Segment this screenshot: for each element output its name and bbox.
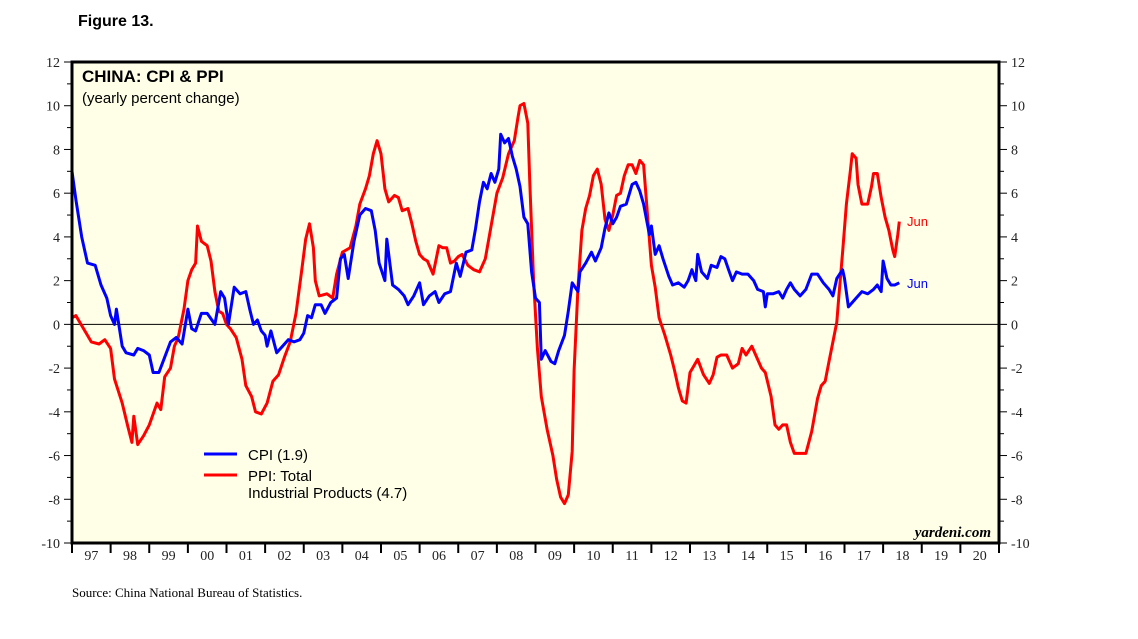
ppi-end-label: Jun (907, 214, 928, 229)
y-tick-label-left: 6 (53, 187, 60, 202)
x-tick-label: 06 (432, 549, 446, 564)
chart-title: CHINA: CPI & PPI (82, 67, 224, 86)
y-tick-label-left: 12 (46, 56, 60, 71)
y-tick-label-left: -10 (41, 537, 60, 552)
x-tick-label: 99 (162, 549, 176, 564)
legend-label-cpi: CPI (1.9) (248, 447, 308, 464)
y-tick-label-right: 6 (1011, 187, 1018, 202)
y-tick-label-left: 2 (53, 275, 60, 290)
ppi-line (71, 102, 901, 506)
x-tick-label: 98 (123, 549, 137, 564)
y-tick-label-left: -2 (48, 362, 60, 377)
x-tick-label: 08 (509, 549, 523, 564)
x-tick-label: 05 (393, 549, 407, 564)
y-tick-label-right: -8 (1011, 493, 1023, 508)
x-tick-label: 04 (355, 549, 369, 564)
x-tick-label: 19 (934, 549, 948, 564)
y-tick-label-right: -2 (1011, 362, 1023, 377)
x-tick-label: 01 (239, 549, 253, 564)
y-tick-label-right: 0 (1011, 318, 1018, 333)
x-tick-label: 13 (702, 549, 716, 564)
x-tick-label: 97 (84, 549, 98, 564)
source-note: Source: China National Bureau of Statist… (72, 585, 302, 600)
legend-label-ppi-line1: PPI: Total (248, 468, 312, 485)
figure-label: Figure 13. (78, 13, 154, 30)
y-tick-label-left: 4 (53, 231, 60, 246)
chart-subtitle: (yearly percent change) (82, 90, 240, 107)
y-tick-label-right: 2 (1011, 275, 1018, 290)
cpi-line (70, 132, 900, 374)
y-tick-label-right: -4 (1011, 406, 1023, 421)
x-tick-label: 00 (200, 549, 214, 564)
y-tick-label-left: 8 (53, 143, 60, 158)
y-tick-label-right: -10 (1011, 537, 1030, 552)
x-tick-label: 02 (277, 549, 291, 564)
x-tick-label: 14 (741, 549, 755, 564)
brand-watermark: yardeni.com (913, 525, 991, 541)
x-tick-label: 16 (818, 549, 832, 564)
x-tick-label: 20 (973, 549, 987, 564)
y-tick-label-left: 0 (53, 318, 60, 333)
y-tick-label-left: -6 (48, 450, 60, 465)
x-tick-label: 03 (316, 549, 330, 564)
x-tick-label: 15 (780, 549, 794, 564)
cpi-end-label: Jun (907, 276, 928, 291)
x-tick-label: 09 (548, 549, 562, 564)
y-tick-label-left: -8 (48, 493, 60, 508)
y-tick-label-right: 12 (1011, 56, 1025, 71)
x-tick-label: 17 (857, 549, 871, 564)
x-tick-label: 10 (586, 549, 600, 564)
x-tick-label: 12 (664, 549, 678, 564)
y-tick-label-right: -6 (1011, 450, 1023, 465)
y-tick-label-right: 10 (1011, 100, 1025, 115)
y-tick-label-left: 10 (46, 100, 60, 115)
x-tick-label: 18 (895, 549, 909, 564)
y-tick-label-left: -4 (48, 406, 60, 421)
y-tick-label-right: 4 (1011, 231, 1018, 246)
x-tick-label: 07 (471, 549, 485, 564)
y-tick-label-right: 8 (1011, 143, 1018, 158)
x-tick-label: 11 (625, 549, 638, 564)
legend-label-ppi-line2: Industrial Products (4.7) (248, 485, 407, 502)
